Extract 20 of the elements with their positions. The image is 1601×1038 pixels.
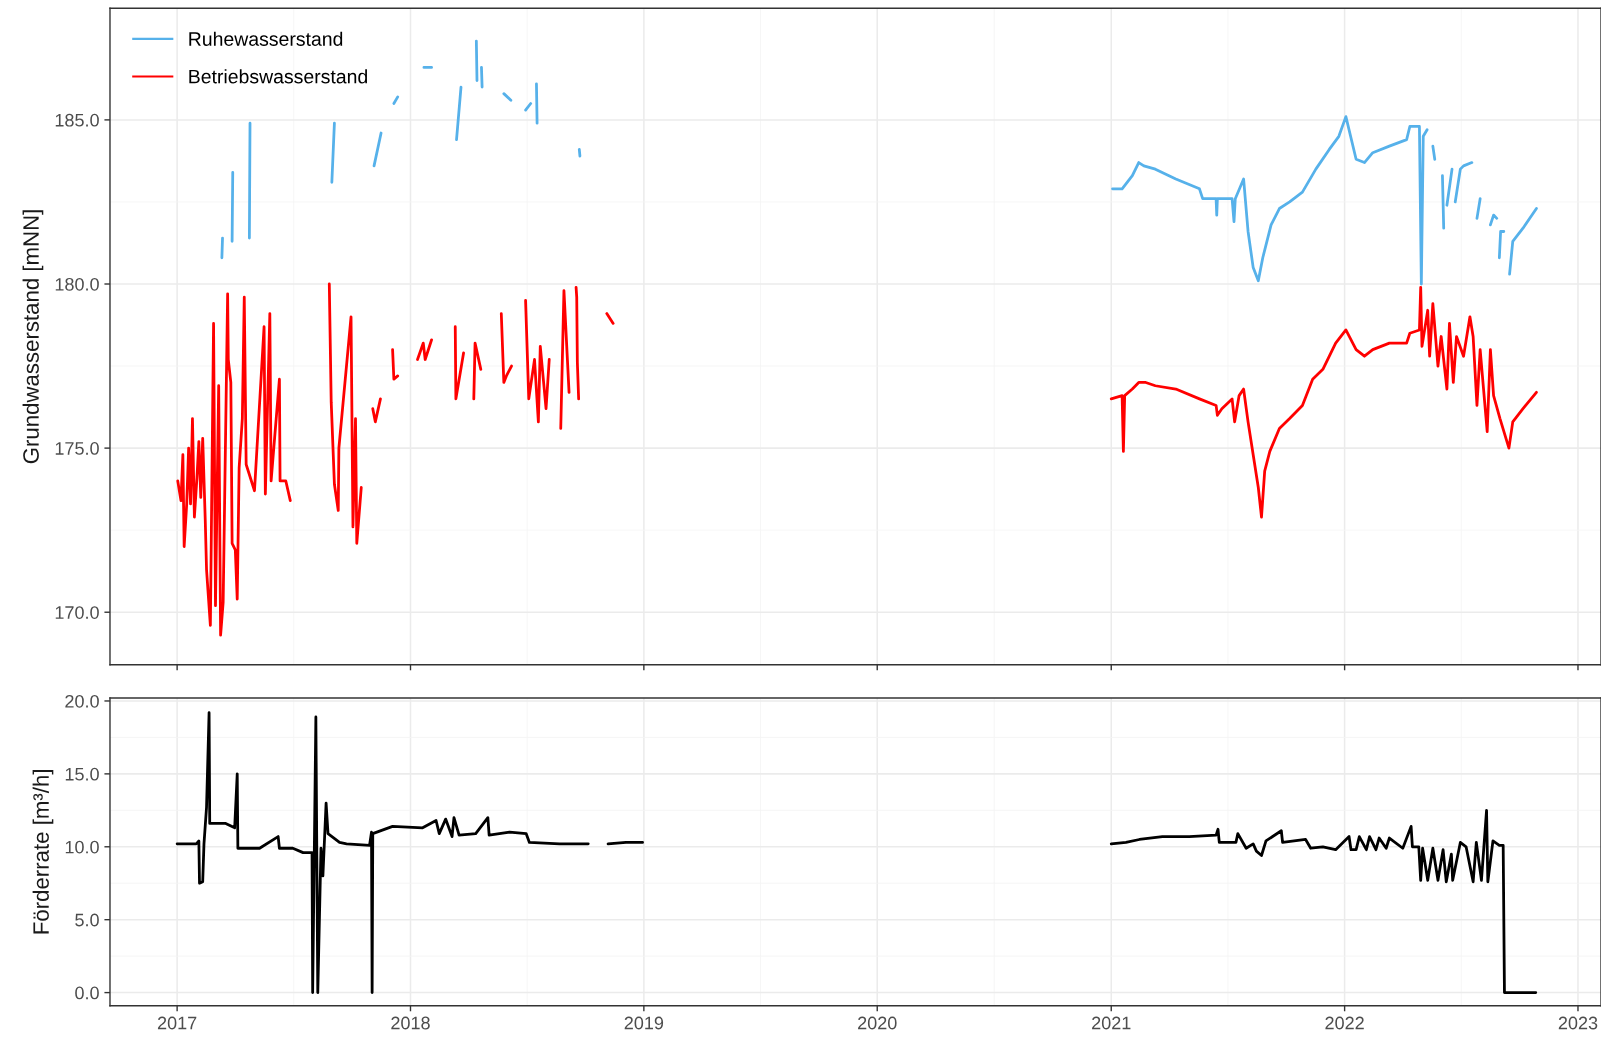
y-tick-label: 0.0 [75,986,99,1000]
x-tick-label: 2023 [1558,1016,1598,1030]
x-tick-label: 2020 [858,1016,897,1030]
x-tick-label: 2018 [391,1016,430,1030]
y-tick-label: 185.0 [55,113,99,127]
y-tick-label: 10.0 [65,840,99,854]
y-tick-label: 5.0 [75,913,99,927]
y-axis-title: Grundwasserstand [mNN] [22,210,44,464]
x-tick-label: 2022 [1325,1016,1364,1030]
y-tick-label: 170.0 [55,606,99,619]
y-tick-label: 20.0 [65,694,99,708]
y-axis-title: Förderrate [m³/h] [32,770,54,934]
y-tick-label: 180.0 [55,277,99,291]
legend-label: Betriebswasserstand [189,69,367,84]
y-tick-label: 175.0 [55,442,99,455]
x-tick-label: 2017 [157,1016,197,1030]
legend-label: Ruhewasserstand [189,31,343,46]
y-tick-label: 15.0 [65,767,99,781]
x-tick-label: 2021 [1092,1016,1131,1030]
x-tick-label: 2019 [624,1016,664,1030]
